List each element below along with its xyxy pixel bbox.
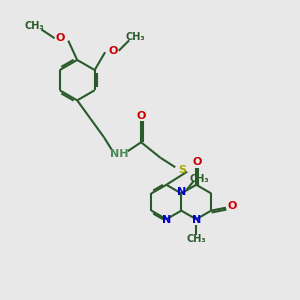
- Text: N: N: [162, 215, 171, 225]
- Text: O: O: [192, 157, 202, 167]
- Text: S: S: [178, 165, 186, 175]
- Text: N: N: [177, 187, 187, 197]
- Text: O: O: [55, 33, 64, 43]
- Text: CH₃: CH₃: [126, 32, 146, 42]
- Text: CH₃: CH₃: [186, 234, 206, 244]
- Text: O: O: [137, 110, 146, 121]
- Text: O: O: [228, 201, 237, 211]
- Text: CH₃: CH₃: [25, 21, 44, 31]
- Text: NH: NH: [110, 148, 128, 159]
- Text: CH₃: CH₃: [190, 173, 209, 184]
- Text: O: O: [109, 46, 118, 56]
- Text: N: N: [192, 215, 201, 225]
